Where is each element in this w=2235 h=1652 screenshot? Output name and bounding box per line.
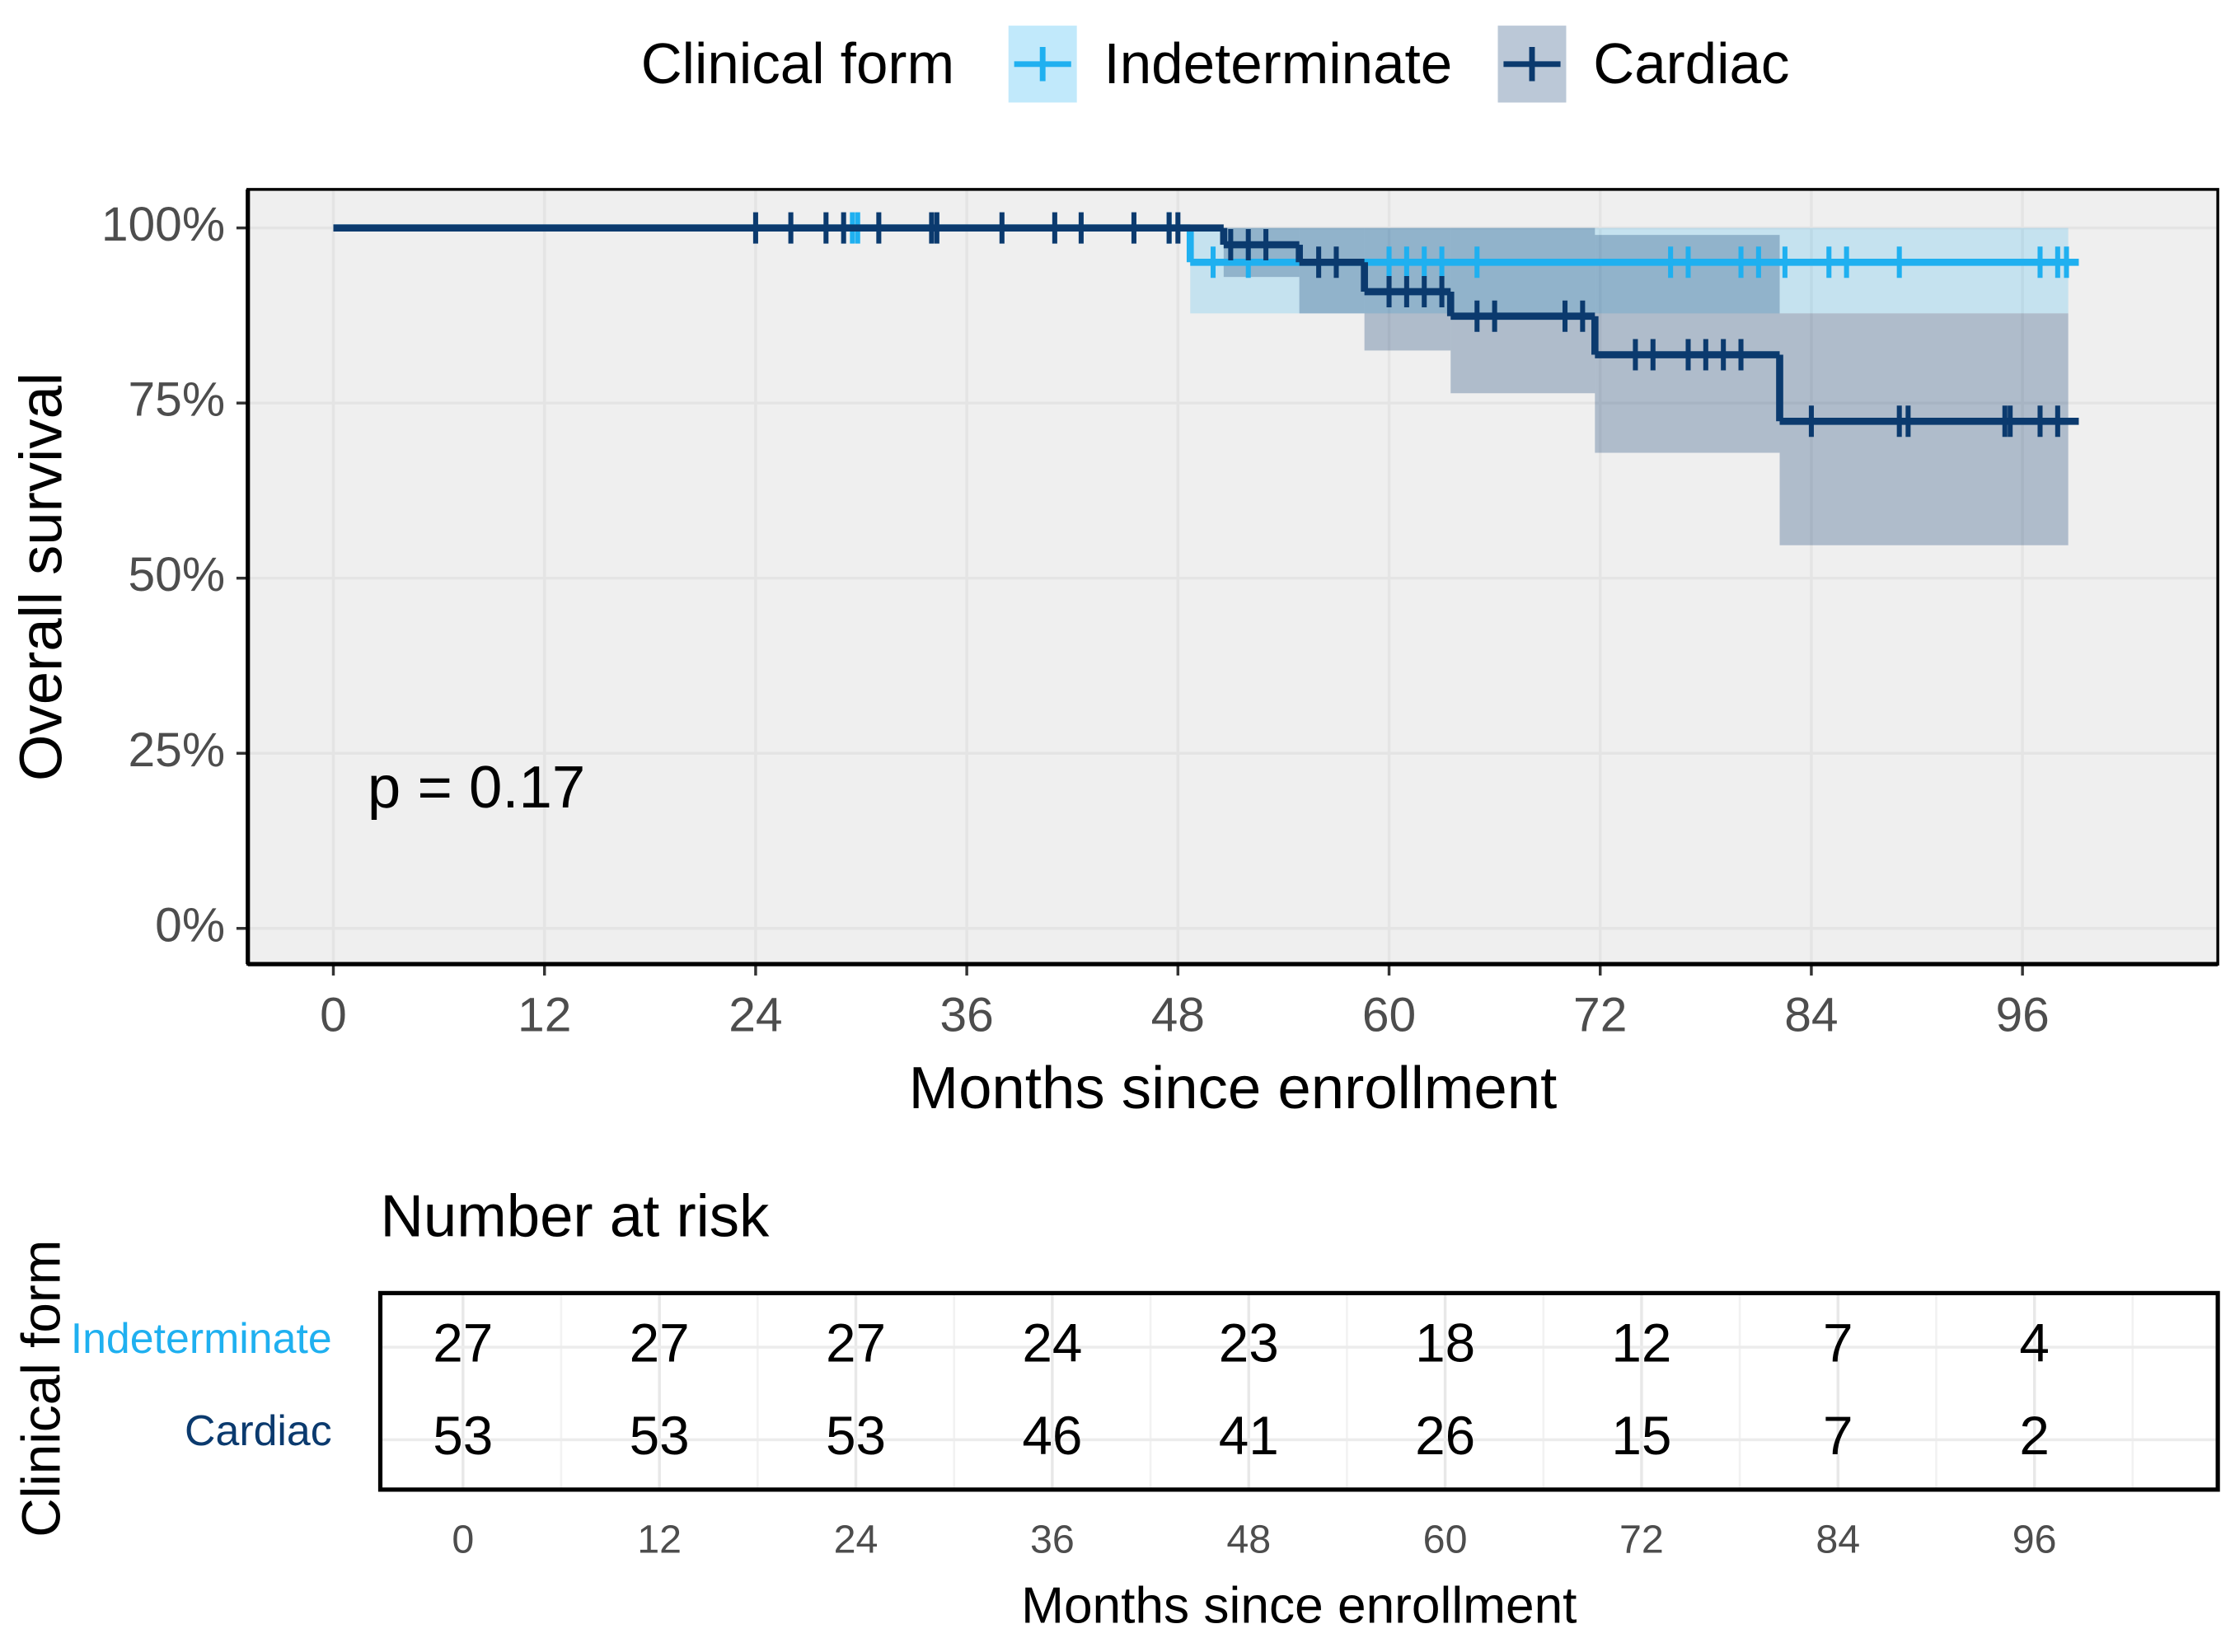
x-tick-label: 48 [1226,1518,1271,1562]
row-label: Cardiac [185,1406,332,1454]
risk-count: 26 [1415,1406,1475,1466]
legend-label: Cardiac [1593,31,1789,96]
y-tick-label: 50% [128,548,225,601]
risk-count: 27 [826,1313,886,1373]
x-axis-title: Months since enrollment [1021,1578,1577,1635]
legend-title: Clinical form [641,31,954,96]
risk-count: 15 [1611,1406,1671,1466]
risk-count: 27 [433,1313,493,1373]
risk-count: 7 [1823,1406,1853,1466]
x-tick-label: 36 [939,988,993,1041]
x-tick-label: 12 [637,1518,682,1562]
confidence-band [1223,227,1300,278]
risk-count: 27 [630,1313,690,1373]
x-tick-label: 72 [1573,988,1627,1041]
x-tick-label: 24 [834,1518,879,1562]
y-tick-label: 25% [128,723,225,777]
x-tick-label: 24 [729,988,782,1041]
x-tick-label: 84 [1784,988,1838,1041]
risk-count: 53 [826,1406,886,1466]
y-tick-label: 0% [155,898,225,952]
x-tick-label: 48 [1151,988,1205,1041]
annotation: p = 0.17 [368,754,585,821]
risk-count: 24 [1022,1313,1082,1373]
y-axis-title: Clinical form [12,1240,72,1537]
x-tick-label: 12 [518,988,571,1041]
risk-count: 2 [2019,1406,2050,1466]
table-title: Number at risk [380,1182,770,1249]
x-tick-label: 60 [1423,1518,1468,1562]
x-tick-label: 96 [2012,1518,2057,1562]
x-tick-label: 0 [452,1518,474,1562]
y-axis-title: Overall survival [7,372,74,781]
risk-count: 7 [1823,1313,1853,1373]
x-tick-label: 72 [1619,1518,1664,1562]
x-tick-label: 60 [1362,988,1416,1041]
y-tick-label: 100% [101,198,225,251]
x-tick-label: 0 [320,988,347,1041]
confidence-band [1450,227,1595,394]
risk-count: 4 [2019,1313,2050,1373]
confidence-band [1299,227,1365,314]
x-tick-label: 36 [1030,1518,1075,1562]
table-border [377,1290,2220,1492]
risk-count: 12 [1611,1313,1671,1373]
confidence-band [1779,313,2069,545]
risk-count: 53 [630,1406,690,1466]
figure: Clinical form Indeterminate Cardiac0%25%50… [7,26,2220,1635]
x-axis-title: Months since enrollment [909,1055,1558,1121]
y-tick-label: 75% [128,373,225,427]
risk-count: 18 [1415,1313,1475,1373]
risk-count: 46 [1022,1406,1082,1466]
risk-count: 53 [433,1406,493,1466]
row-label: Indeterminate [71,1314,332,1362]
risk-count: 23 [1219,1313,1279,1373]
x-tick-label: 96 [1995,988,2049,1041]
legend-label: Indeterminate [1104,31,1453,96]
risk-count: 41 [1219,1406,1279,1466]
x-tick-label: 84 [1816,1518,1860,1562]
